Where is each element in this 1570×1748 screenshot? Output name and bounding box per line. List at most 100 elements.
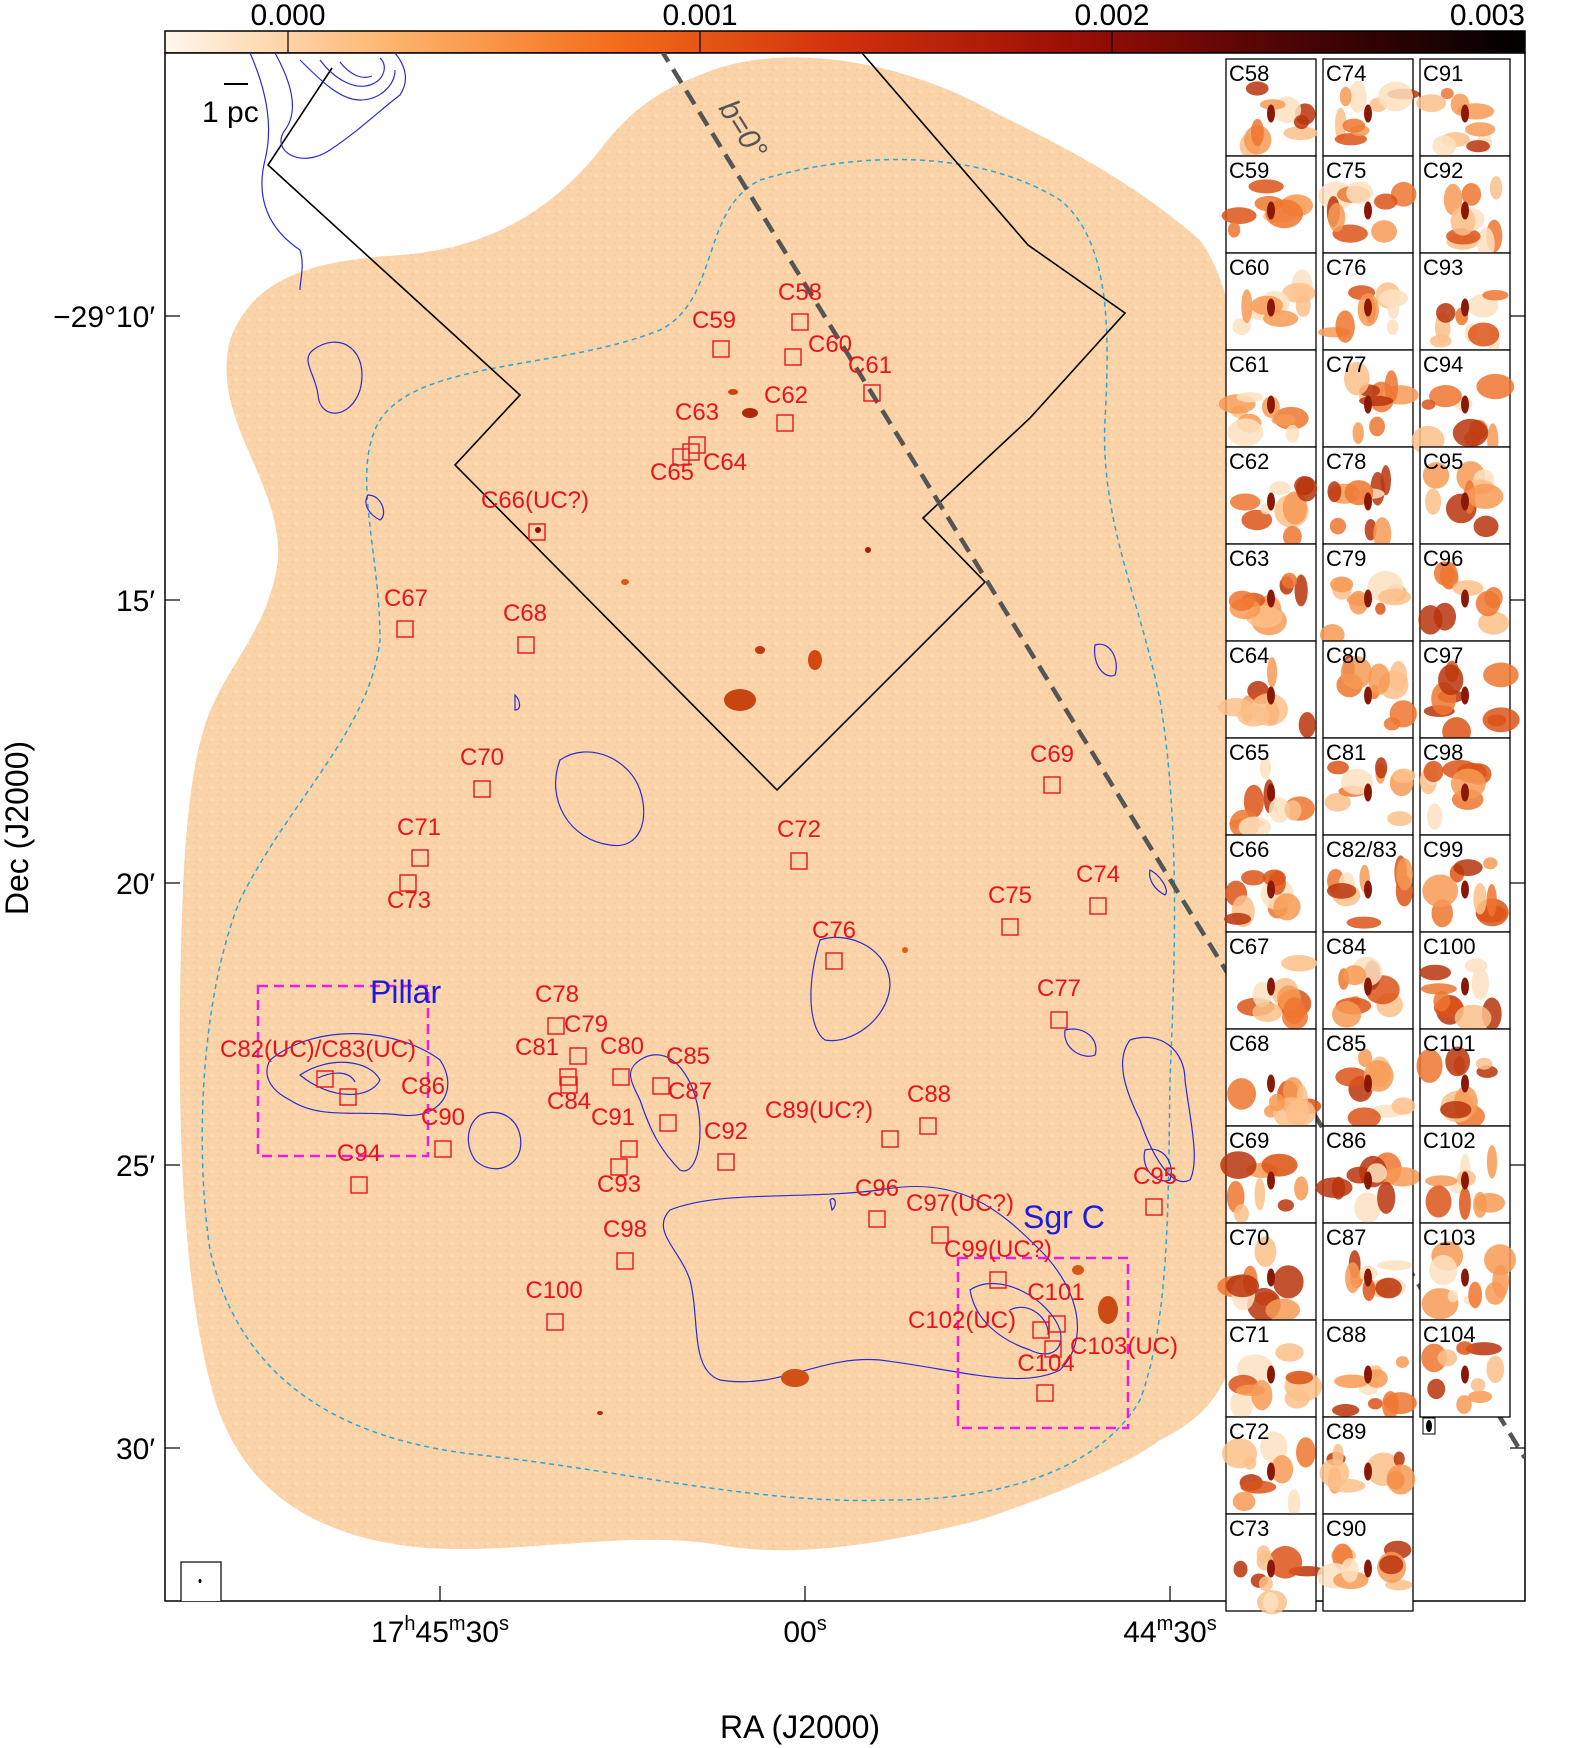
cutout-label: C98 <box>1423 740 1463 765</box>
x-tick-labels: 17h45m30s 00s 44m30s <box>371 1613 1217 1649</box>
cutout-c102: C102 <box>1419 1125 1511 1224</box>
source-label-c93: C93 <box>597 1171 641 1198</box>
source-box-c74 <box>1089 897 1107 915</box>
source-box-c103 <box>1044 1340 1062 1358</box>
extinction-contours <box>249 53 1195 1383</box>
cutout-label: C103 <box>1423 1225 1476 1250</box>
source-label-c63: C63 <box>675 399 719 426</box>
source-label-c101: C101 <box>1027 1279 1084 1306</box>
cutout-c91: C91 <box>1416 58 1511 157</box>
source-box-c80 <box>612 1068 630 1086</box>
source-label-c96: C96 <box>855 1175 899 1202</box>
source-box-c90 <box>434 1140 452 1158</box>
source-box-c72 <box>790 852 808 870</box>
source-box-c100 <box>546 1313 564 1331</box>
cutout-label: C70 <box>1229 1225 1269 1250</box>
source-label-c89: C89(UC?) <box>765 1097 873 1124</box>
x-axis-title: RA (J2000) <box>720 1709 880 1745</box>
source-box-c59 <box>712 340 730 358</box>
source-box-c98 <box>616 1252 634 1270</box>
y-tick-labels: −29°10′ 15′ 20′ 25′ 30′ <box>53 301 155 1466</box>
cutout-label: C60 <box>1229 255 1269 280</box>
cutout-label: C62 <box>1229 449 1269 474</box>
source-label-c77: C77 <box>1037 975 1081 1002</box>
cutout-label: C74 <box>1326 61 1366 86</box>
cutout-c93: C93 <box>1419 252 1511 358</box>
cutout-label: C63 <box>1229 546 1269 571</box>
source-label-c87: C87 <box>668 1078 712 1105</box>
cutout-c104: C104 <box>1419 1319 1511 1418</box>
cutout-label: C77 <box>1326 352 1366 377</box>
cutout-label: C82/83 <box>1326 837 1397 862</box>
source-label-c80: C80 <box>600 1033 644 1060</box>
source-box-c78 <box>547 1017 565 1035</box>
cutout-label: C101 <box>1423 1031 1476 1056</box>
source-box-c68 <box>517 636 535 654</box>
emission-features <box>535 389 1118 1415</box>
cutout-label: C58 <box>1229 61 1269 86</box>
source-box-c67 <box>396 620 414 638</box>
cutout-beam-ellipse <box>1426 1420 1432 1432</box>
source-box-c64 <box>682 443 700 461</box>
cutout-label: C78 <box>1326 449 1366 474</box>
cutout-c78: C78 <box>1322 446 1414 551</box>
source-box-c93 <box>610 1158 628 1176</box>
source-box-c87 <box>659 1114 677 1132</box>
cutout-label: C100 <box>1423 934 1476 959</box>
source-label-c70: C70 <box>460 744 504 771</box>
cutout-c64: C64 <box>1217 640 1317 739</box>
cutout-c103: C103 <box>1419 1222 1516 1321</box>
cutout-c65: C65 <box>1225 737 1317 839</box>
source-label-c67: C67 <box>384 585 428 612</box>
mosaic-footprint <box>179 57 1241 1551</box>
source-label-c78: C78 <box>535 981 579 1008</box>
cutout-c70: C70 <box>1217 1222 1317 1322</box>
cutout-c77: C77 <box>1322 349 1419 448</box>
source-label-c71: C71 <box>397 814 441 841</box>
source-box-c62 <box>776 414 794 432</box>
cutout-c61: C61 <box>1218 349 1317 448</box>
cutout-c72: C72 <box>1222 1416 1317 1517</box>
pillar-region-box <box>256 984 430 1158</box>
x-tick: 00s <box>783 1613 826 1649</box>
sgrc-region-box <box>956 1256 1130 1430</box>
source-label-c72: C72 <box>777 816 821 843</box>
source-box-c97 <box>931 1226 949 1244</box>
cutout-c59: C59 <box>1221 155 1317 254</box>
cutout-c71: C71 <box>1225 1319 1323 1419</box>
cutout-c68: C68 <box>1225 1028 1322 1129</box>
cutout-label: C102 <box>1423 1128 1476 1153</box>
source-label-c68: C68 <box>503 600 547 627</box>
cutout-c99: C99 <box>1419 834 1511 933</box>
cutout-c73: C73 <box>1225 1513 1326 1615</box>
source-box-c95 <box>1145 1198 1163 1216</box>
y-tick: 15′ <box>116 585 155 618</box>
cutout-c67: C67 <box>1225 931 1318 1030</box>
cutout-c76: C76 <box>1317 252 1414 351</box>
source-box-c89 <box>881 1130 899 1148</box>
cutout-c58: C58 <box>1225 58 1318 159</box>
source-box-c102 <box>1032 1321 1050 1339</box>
cutout-c100: C100 <box>1419 931 1511 1032</box>
cutout-label: C87 <box>1326 1225 1366 1250</box>
cutout-c66: C66 <box>1224 834 1317 933</box>
source-box-c104 <box>1036 1384 1054 1402</box>
cutout-c95: C95 <box>1419 446 1511 545</box>
cutout-label: C94 <box>1423 352 1463 377</box>
source-label-c86: C86 <box>401 1073 445 1100</box>
cutout-label: C89 <box>1326 1419 1366 1444</box>
source-label-c99: C99(UC?) <box>944 1236 1052 1263</box>
cutout-label: C84 <box>1326 934 1366 959</box>
source-label-c95: C95 <box>1133 1163 1177 1190</box>
colorbar-gradient <box>164 30 1526 54</box>
cutout-label: C91 <box>1423 61 1463 86</box>
source-label-c66: C66(UC?) <box>481 487 589 514</box>
source-label-c58: C58 <box>778 279 822 306</box>
source-label-c60: C60 <box>808 331 852 358</box>
source-label-c97: C97(UC?) <box>906 1190 1014 1217</box>
cutout-c85: C85 <box>1322 1028 1416 1129</box>
source-label-c74: C74 <box>1076 861 1120 888</box>
cutout-label: C97 <box>1423 643 1463 668</box>
colorbar-tick: 0.002 <box>1074 0 1149 32</box>
